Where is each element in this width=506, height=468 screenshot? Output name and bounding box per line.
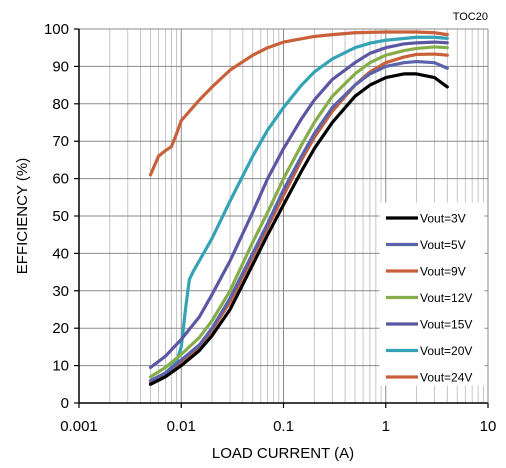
x-tick-label: 1 [382, 418, 390, 435]
y-axis-label: EFFICIENCY (%) [14, 158, 31, 274]
y-tick-label: 50 [52, 208, 69, 225]
y-tick-label: 100 [44, 21, 69, 38]
series-line-vout-24v [148, 30, 449, 177]
x-tick-label: 0.1 [273, 418, 294, 435]
legend-label: Vout=3V [420, 212, 466, 226]
legend-label: Vout=9V [420, 265, 466, 279]
legend-label: Vout=5V [420, 238, 466, 252]
series-line-vout-20v [148, 35, 449, 385]
series-line-vout-3v [148, 72, 449, 386]
series-line-vout-5v [148, 59, 449, 383]
legend: Vout=3V Vout=5V Vout=9V Vout=12V Vout=15V Vou… [379, 202, 485, 386]
tick-labels: 0 10 20 30 40 50 60 70 80 90 100 0.001 0.01 0.1 1 10 [44, 21, 496, 435]
x-tick-label: 0.001 [60, 418, 98, 435]
series-lines [148, 30, 449, 386]
y-tick-label: 30 [52, 283, 69, 300]
legend-box [379, 202, 485, 386]
y-tick-label: 20 [52, 320, 69, 337]
y-tick-label: 0 [61, 395, 69, 412]
x-tick-label: 10 [480, 418, 497, 435]
y-tick-label: 40 [52, 245, 69, 262]
legend-label: Vout=20V [420, 344, 472, 358]
y-tick-label: 90 [52, 58, 69, 75]
y-tick-label: 70 [52, 133, 69, 150]
legend-label: Vout=15V [420, 318, 472, 332]
y-tick-label: 10 [52, 358, 69, 375]
y-tick-label: 60 [52, 171, 69, 188]
x-tick-label: 0.01 [167, 418, 196, 435]
series-line-vout-15v [148, 40, 449, 370]
y-tick-label: 80 [52, 96, 69, 113]
series-line-vout-12v [148, 45, 449, 379]
axes [74, 28, 489, 408]
legend-label: Vout=24V [420, 371, 472, 385]
legend-label: Vout=12V [420, 291, 472, 305]
x-axis-label: LOAD CURRENT (A) [212, 445, 354, 462]
chart-tag: TOC20 [453, 11, 488, 23]
